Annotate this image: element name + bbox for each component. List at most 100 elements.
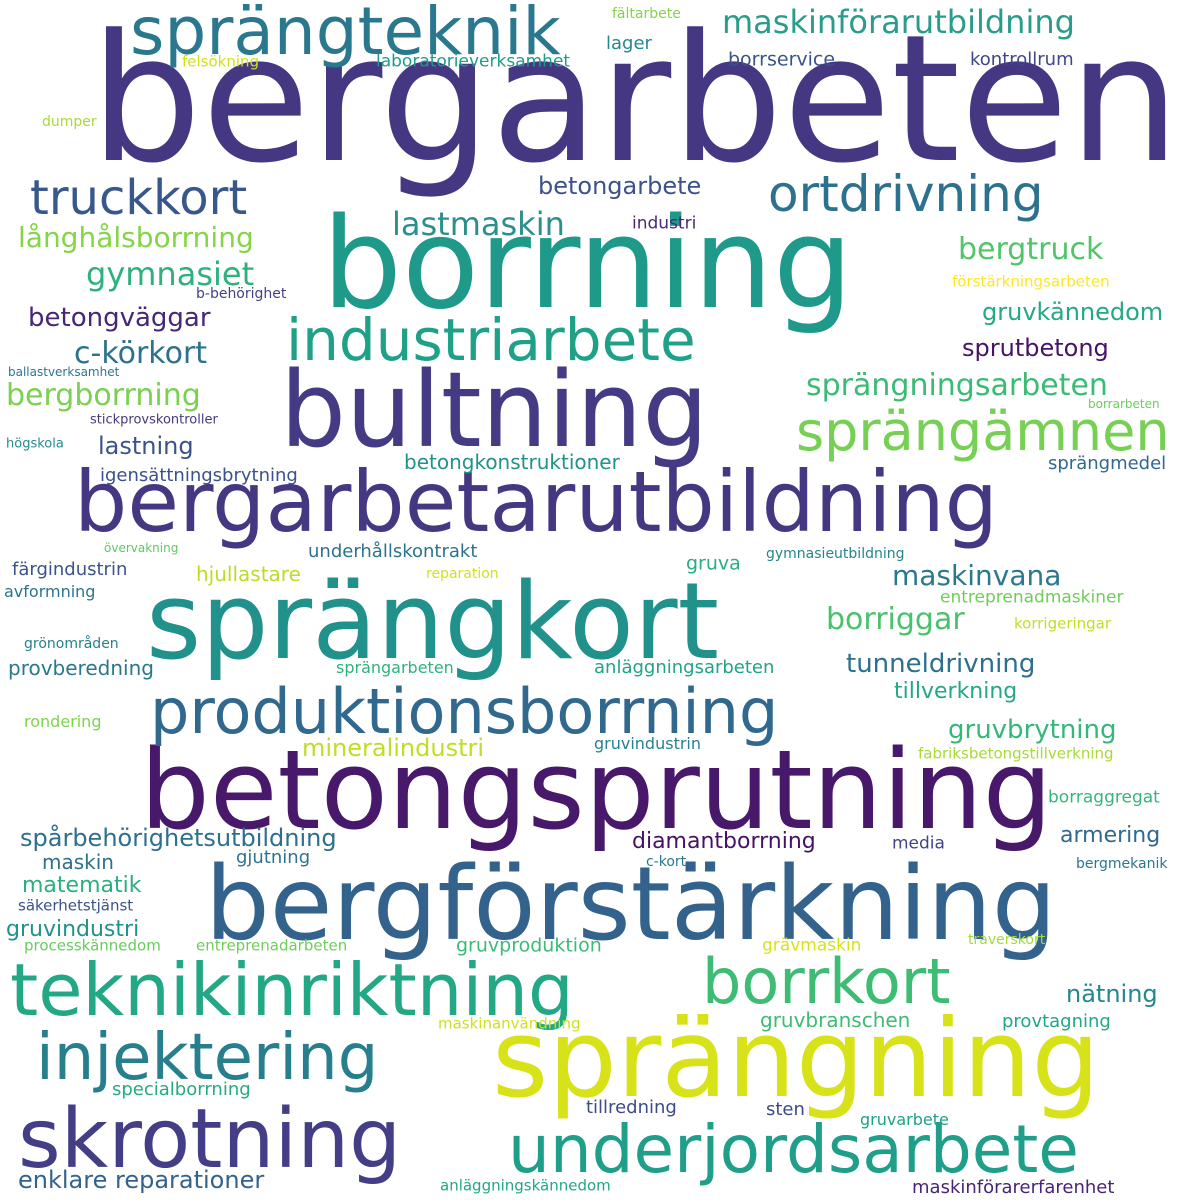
word: skrotning [18,1092,402,1187]
word: specialborrning [112,1079,251,1100]
word: bergmekanik [1076,856,1168,872]
word: c-körkort [74,336,208,371]
word: armering [1060,823,1161,848]
word: laboratorieverksamhet [376,51,571,72]
word: dumper [42,114,97,130]
word: sprängmedel [1048,453,1167,474]
word: underhållskontrakt [308,541,478,562]
word: bergtruck [958,232,1104,267]
word: bergborrning [6,378,201,413]
word: underjordsarbete [508,1111,1079,1188]
word: gruvarbete [860,1110,949,1129]
word: industriarbete [286,306,696,374]
word: bultning [280,349,709,471]
word: säkerhetstjänst [18,896,134,915]
word: borrservice [728,48,836,71]
word: tillredning [586,1097,677,1118]
word: stickprovskontroller [90,412,218,428]
word: felsökning [182,52,260,71]
word: bergarbeten [90,0,1181,202]
word: tillverkning [894,679,1018,704]
word: produktionsborrning [150,675,779,748]
word: igensättningsbrytning [100,465,298,486]
word: gjutning [236,847,311,868]
word: sprutbetong [962,334,1109,362]
word: maskin [42,850,114,874]
word: färgindustrin [12,559,128,580]
word: c-kort [646,854,687,870]
word: fabriksbetongstillverkning [918,744,1114,763]
word: korrigeringar [1014,614,1112,633]
word: gruvindustrin [594,734,701,753]
word: gruvproduktion [456,934,602,957]
word: borrkort [702,945,951,1018]
word: maskinförarerfarenhet [912,1177,1115,1198]
word: sprängteknik [130,0,561,70]
word: borriggar [826,602,965,637]
word: entreprenadarbeten [196,936,348,955]
word: media [892,833,945,854]
word: lager [606,33,652,54]
word: grävmaskin [762,935,862,956]
word: provtagning [1002,1011,1111,1032]
word: långhålsborrning [18,221,254,254]
word: maskinförarutbildning [722,3,1075,41]
word: betongsprutning [140,726,1053,854]
word: borrning [322,190,853,337]
word: högskola [6,436,64,452]
word: gruvbranschen [760,1008,911,1032]
word: betongväggar [28,303,211,333]
word: industri [632,213,697,234]
word: sprängämnen [796,400,1170,463]
word: gymnasiet [86,255,255,293]
word: ballastverksamhet [8,365,120,379]
word: processkännedom [24,936,161,955]
word: diamantborrning [632,829,816,854]
word: entreprenadmaskiner [940,587,1124,608]
word: teknikinriktning [10,948,574,1032]
word: maskinvana [892,559,1062,592]
word: enklare reparationer [18,1166,265,1194]
word: mineralindustri [302,734,485,762]
word: provberedning [8,656,154,680]
word: sten [766,1099,805,1120]
word: sprängkort [146,560,720,683]
word: nätning [1066,980,1158,1008]
word: rondering [24,712,102,731]
word: förstärkningsarbeten [952,272,1110,291]
word: hjullastare [196,562,301,586]
word: kontrollrum [970,49,1074,70]
word: avformning [4,582,96,601]
word: spårbehörighetsutbildning [20,824,337,852]
word: betongkonstruktioner [404,450,620,474]
word: lastmaskin [392,205,565,243]
word: maskinanvändning [438,1014,581,1033]
word: b-behörighet [196,286,287,302]
word: borrarbeten [1088,397,1160,411]
word: traverskort [968,932,1046,948]
word: betongarbete [538,172,702,200]
word: injektering [36,1021,379,1095]
word: truckkort [30,170,248,226]
word: grönområden [24,636,119,652]
word: ortdrivning [768,165,1044,223]
word: anläggningskännedom [440,1176,611,1195]
word: borraggregat [1048,787,1160,808]
word: lastning [98,432,194,460]
word: sprängning [492,997,1100,1122]
word: tunneldrivning [846,649,1036,679]
word: bergarbetarutbildning [74,453,998,551]
word: gymnasieutbildning [766,546,905,562]
word: sprängningsarbeten [806,368,1108,403]
word: reparation [426,566,499,582]
word: gruvkännedom [982,298,1164,326]
word: fältarbete [612,6,681,22]
word: gruvbrytning [948,715,1117,745]
word: bergförstärkning [205,845,1057,964]
word: övervakning [104,541,179,555]
word: matematik [22,873,142,898]
word: gruvindustri [6,917,140,942]
word: anläggningsarbeten [594,657,775,678]
word: sprängarbeten [336,658,454,677]
